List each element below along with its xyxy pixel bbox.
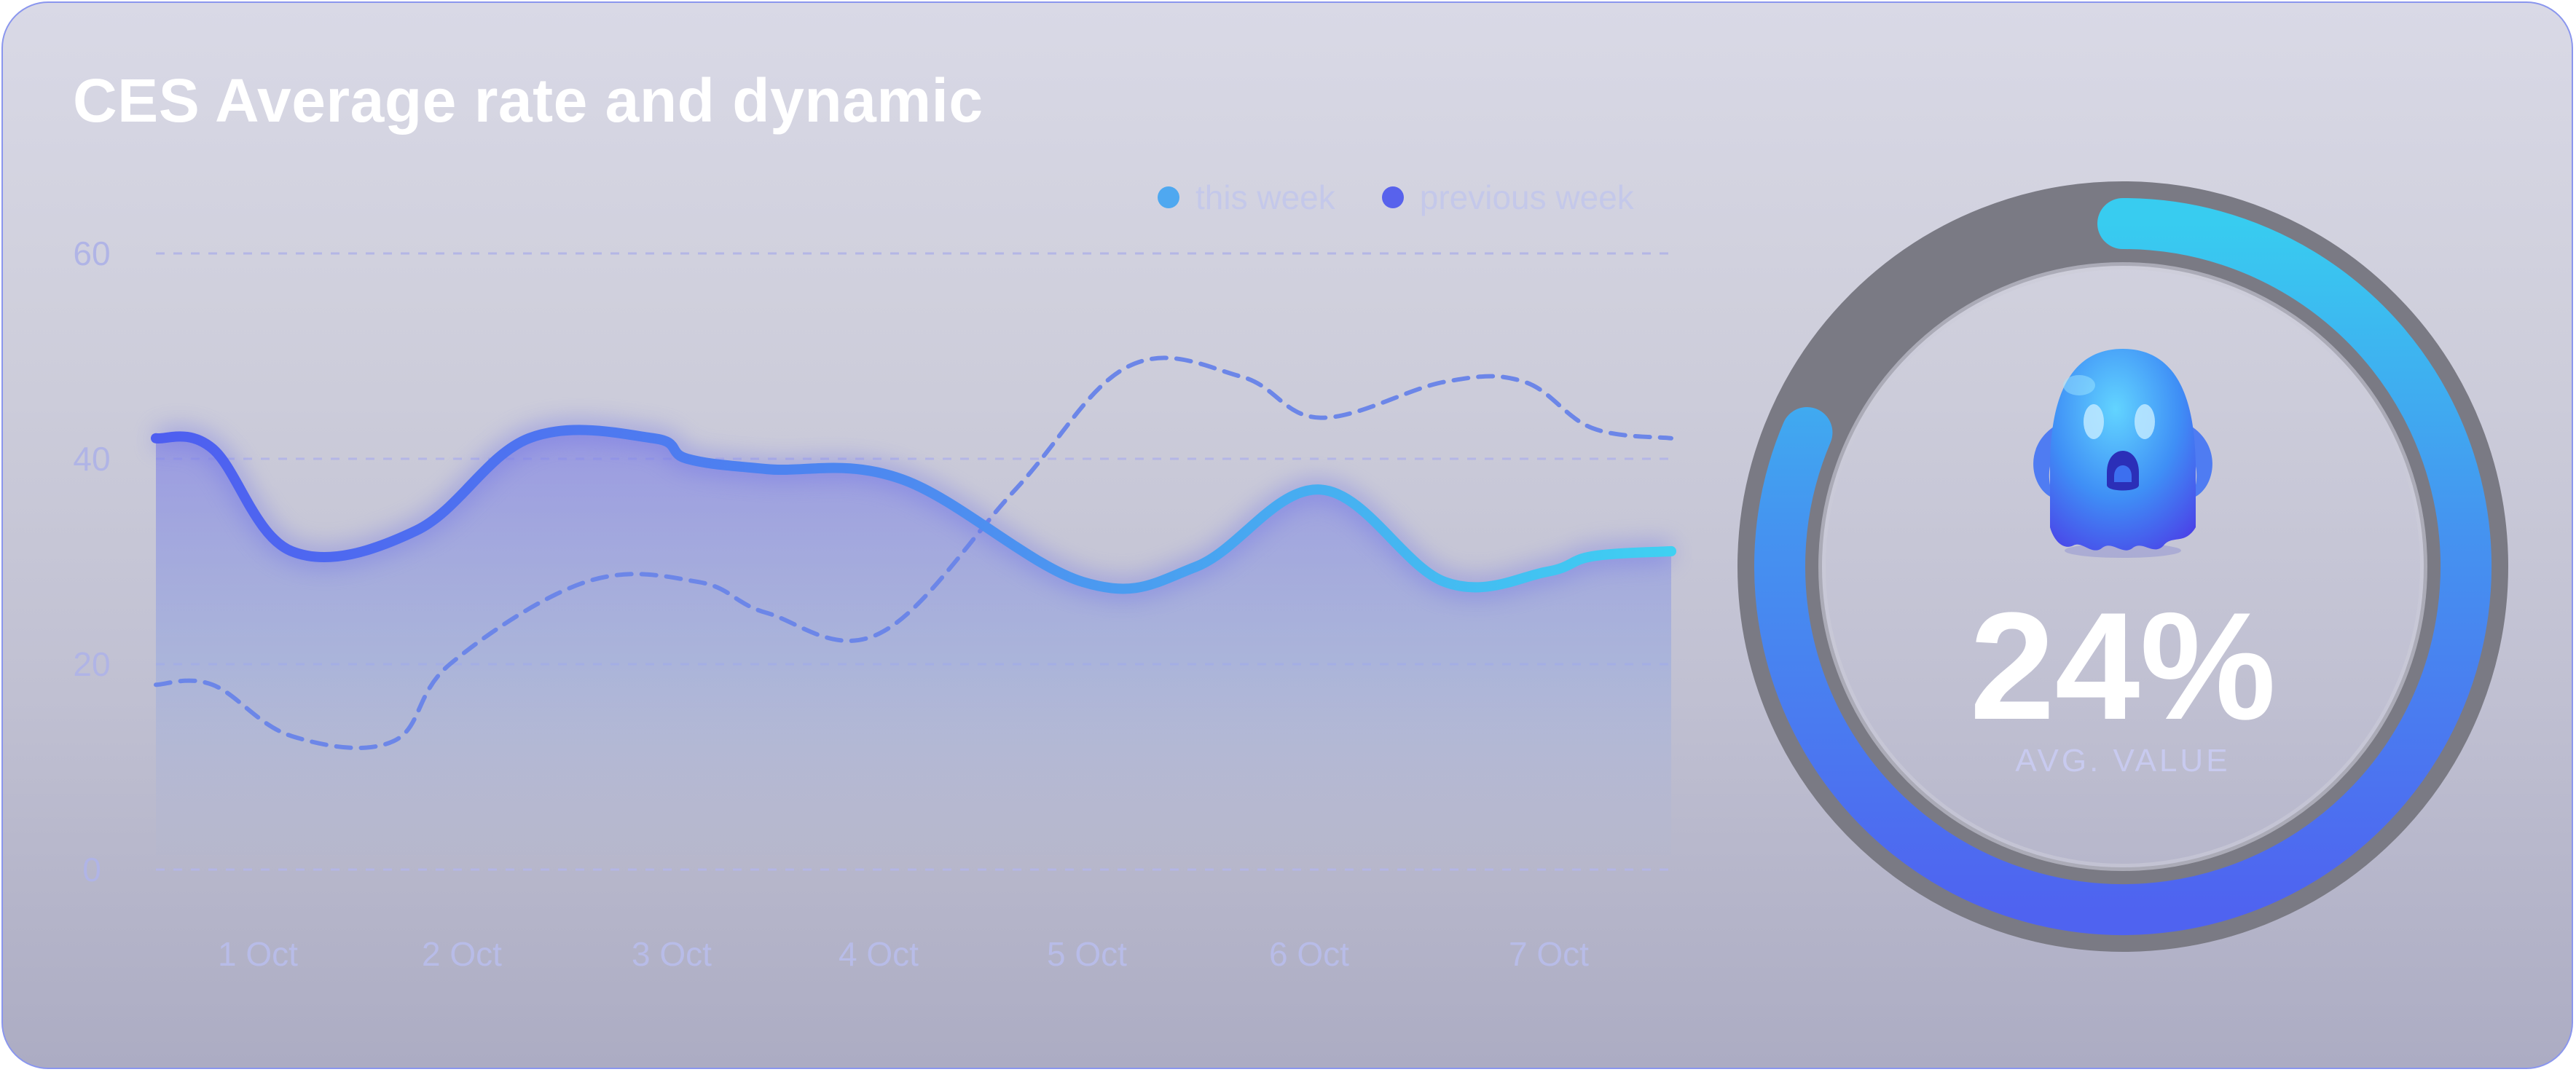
area-fill xyxy=(156,430,1671,855)
legend-item-previous-week[interactable]: previous week xyxy=(1381,178,1634,217)
avg-gauge xyxy=(1737,181,2508,952)
gauge-inner-ring xyxy=(1818,262,2427,871)
x-tick-label: 5 Oct xyxy=(1047,935,1127,973)
gauge-caption: AVG. VALUE xyxy=(2015,743,2231,779)
legend-item-this-week[interactable]: this week xyxy=(1158,178,1335,217)
legend-dot-previous-week xyxy=(1381,186,1404,208)
series-lines xyxy=(151,355,1676,751)
series-line-previous-week xyxy=(154,355,1673,751)
chart-title: CES Average rate and dynamic xyxy=(73,66,983,135)
line-chart: 0 20 40 60 1 Oct 2 Oct 3 Oct 4 Oct 5 Oct 6 Oct 7 … xyxy=(73,181,2508,973)
gauge-value: 24% xyxy=(1969,580,2277,752)
x-tick-label: 4 Oct xyxy=(839,935,919,973)
x-tick-label: 7 Oct xyxy=(1509,935,1589,973)
ghost-icon xyxy=(2033,349,2212,558)
x-tick-label: 3 Oct xyxy=(632,935,712,973)
legend-dot-this-week xyxy=(1158,186,1179,208)
legend-label-previous-week: previous week xyxy=(1419,178,1634,216)
series-area-this-week xyxy=(156,430,1671,855)
y-tick-label: 0 xyxy=(82,851,101,888)
y-tick-label: 60 xyxy=(73,234,110,272)
series-line-this-week xyxy=(151,425,1676,594)
y-axis-ticks: 0 20 40 60 xyxy=(73,234,110,888)
gauge-value-arc xyxy=(1754,198,2491,935)
chart-legend: this week previous week xyxy=(1158,178,1634,217)
x-tick-label: 1 Oct xyxy=(218,935,298,973)
y-tick-label: 40 xyxy=(73,440,110,478)
x-axis-ticks: 1 Oct 2 Oct 3 Oct 4 Oct 5 Oct 6 Oct 7 Oct xyxy=(218,935,1589,973)
x-tick-label: 2 Oct xyxy=(422,935,502,973)
y-tick-label: 20 xyxy=(73,645,110,683)
x-tick-label: 6 Oct xyxy=(1269,935,1349,973)
legend-label-this-week: this week xyxy=(1195,178,1335,216)
